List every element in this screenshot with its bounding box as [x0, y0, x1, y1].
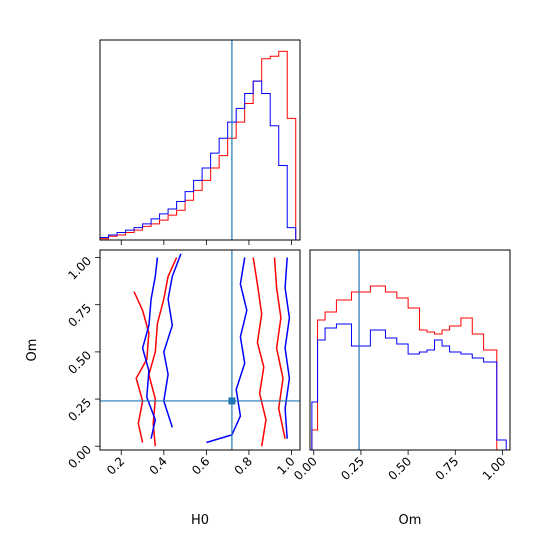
contour-series-0-level-2 [252, 257, 267, 447]
joint-ytick-label: 0.00 [65, 442, 94, 471]
contour-series-1-level-2 [206, 257, 248, 444]
joint-ytick-label: 0.50 [65, 348, 94, 377]
hist-h0-panel [99, 39, 301, 245]
joint-xtick-label: 0.4 [147, 454, 170, 477]
truth-marker [228, 397, 236, 405]
joint-ytick-label: 0.75 [65, 301, 94, 330]
x-axis-label-om: Om [399, 513, 422, 528]
joint-xtick-label: 0.8 [232, 454, 255, 477]
hist-om-xtick-label: 0.25 [338, 454, 367, 483]
joint-xtick-label: 0.6 [189, 454, 212, 477]
hist-om-xtick-label: 0.75 [433, 454, 462, 483]
hist-om-series-0 [311, 285, 507, 451]
hist-h0-series-1 [99, 80, 297, 240]
hist-om-panel: 0.00 0.25 0.50 0.75 1.00 Om [291, 249, 511, 528]
contour-series-1-level-1 [163, 253, 182, 428]
contour-series-1-level-3 [284, 257, 291, 439]
contour-series-1-level-0 [141, 257, 159, 439]
hist-h0-frame [99, 39, 301, 241]
x-axis-label-h0: H0 [191, 513, 209, 528]
hist-om-series-1 [311, 323, 507, 450]
y-axis-label-om: Om [25, 339, 40, 362]
hist-om-frame [309, 249, 511, 451]
contour-series-0-level-1 [133, 291, 150, 443]
hist-om-xtick-label: 1.00 [480, 454, 509, 483]
hist-h0-series-0 [99, 50, 297, 240]
joint-frame [99, 249, 301, 451]
hist-om-xtick-label: 0.50 [385, 454, 414, 483]
joint-xtick-label: 0.2 [104, 454, 127, 477]
hist-om-xtick-label: 0.00 [291, 454, 320, 483]
joint-h0-om-panel: 0.2 0.4 0.6 0.8 1.00.000.250.500.751.00 H0 O… [25, 249, 301, 528]
joint-ytick-label: 0.25 [65, 395, 94, 424]
contour-series-0-level-3 [273, 257, 286, 439]
joint-ytick-label: 1.00 [65, 254, 94, 283]
